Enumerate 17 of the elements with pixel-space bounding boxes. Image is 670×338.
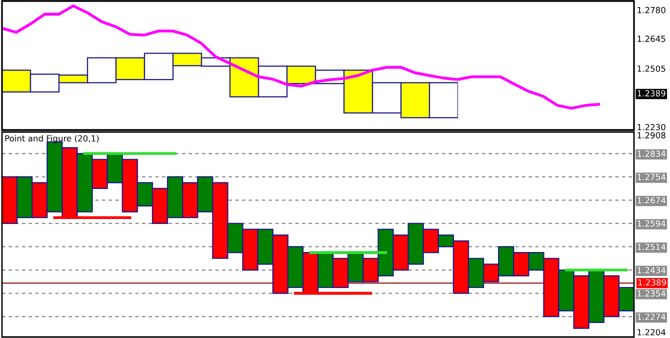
y-tick-label: 1.2389 [638, 90, 666, 96]
y-tick-label: 1.2908 [638, 132, 666, 138]
y-tick-label: 1.2230 [638, 124, 666, 130]
y-tick-label: 1.2204 [638, 329, 666, 336]
y-tick-label: 1.2505 [638, 65, 666, 72]
y-tick-label: 1.2780 [638, 6, 666, 14]
y-tick-label: 1.2354 [638, 290, 666, 297]
y-tick-label: 1.2514 [638, 244, 666, 250]
y-tick-label: 1.2754 [638, 174, 666, 180]
y-tick-label: 1.2834 [638, 150, 666, 157]
y-tick-label: 1.2434 [638, 267, 666, 274]
line-series [2, 4, 600, 110]
y-tick-label: 1.2645 [638, 36, 666, 42]
y-tick-label: 1.2274 [638, 314, 666, 320]
chart-title: Point and Figure (20,1) [5, 135, 99, 144]
y-tick-label: 1.2594 [638, 220, 666, 227]
y-tick-label: 1.2674 [638, 197, 666, 204]
